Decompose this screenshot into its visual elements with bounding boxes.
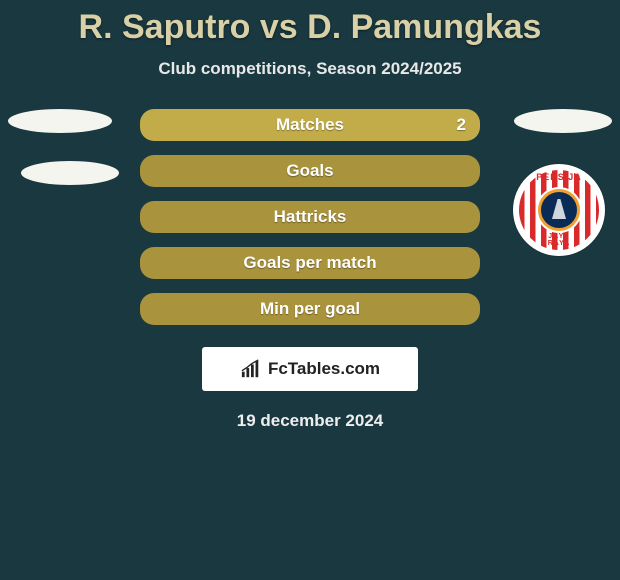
bar-chart-icon [240,359,262,379]
stat-label: Hattricks [274,207,347,227]
stat-label: Goals [286,161,333,181]
date-label: 19 december 2024 [0,411,620,431]
page-title: R. Saputro vs D. Pamungkas [0,0,620,47]
badge-bottom-text: JAYA RAYA [539,233,579,247]
club-badge: PERSIJA JAYA RAYA [513,164,605,256]
stat-label: Min per goal [260,299,360,319]
stat-bar-goals-per-match: Goals per match [140,247,480,279]
decor-ellipse-right [514,109,612,133]
stat-bar-matches: Matches 2 [140,109,480,141]
stat-label: Matches [276,115,344,135]
brand-box[interactable]: FcTables.com [202,347,418,391]
stat-bar-hattricks: Hattricks [140,201,480,233]
decor-ellipse-left-2 [21,161,119,185]
stat-label: Goals per match [243,253,376,273]
stat-bars: Matches 2 Goals Hattricks Goals per matc… [140,109,480,325]
stat-bar-min-per-goal: Min per goal [140,293,480,325]
stat-value-right: 2 [457,115,466,135]
brand-name: FcTables.com [268,359,380,379]
badge-top-text: PERSIJA [536,173,582,182]
comparison-content: PERSIJA JAYA RAYA Matches 2 Goals Hattri… [0,109,620,431]
decor-ellipse-left-1 [8,109,112,133]
subtitle: Club competitions, Season 2024/2025 [0,59,620,79]
stat-bar-goals: Goals [140,155,480,187]
